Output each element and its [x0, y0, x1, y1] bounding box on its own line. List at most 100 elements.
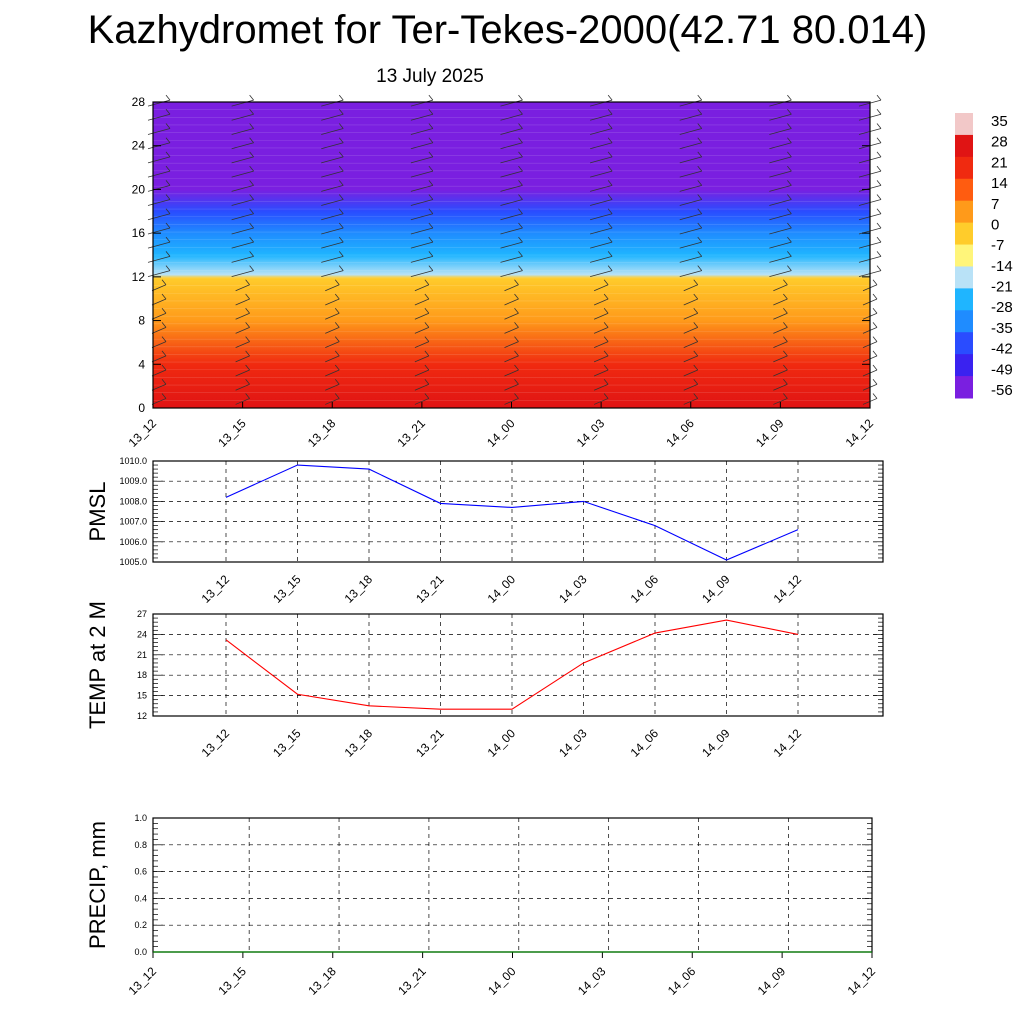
wind-barb	[500, 241, 523, 249]
y-tick-label: 24	[137, 629, 147, 639]
wind-barb-flag	[165, 165, 171, 172]
wind-barb-flag	[876, 94, 882, 101]
wind-barb	[410, 184, 433, 192]
wind-barb	[679, 113, 702, 121]
wind-barb-flag	[787, 194, 792, 200]
wind-barb-flag	[428, 137, 434, 143]
y-tick-label: 1005.0	[119, 557, 147, 567]
wind-barb-flag	[338, 180, 344, 186]
wind-barb	[683, 327, 698, 334]
x-tick-label: 13_18	[305, 416, 339, 450]
wind-barb-flag	[783, 364, 788, 371]
wind-barb-flag	[249, 222, 254, 229]
wind-barb	[590, 241, 613, 249]
colorbar-label: 7	[991, 196, 999, 213]
wind-barb	[500, 128, 523, 135]
x-tick-label: 13_18	[305, 964, 339, 998]
wind-barb-flag	[607, 180, 613, 186]
wind-barb-flag	[165, 222, 171, 229]
date-subtitle: 13 July 2025	[376, 66, 484, 87]
x-tick-label: 14_06	[628, 726, 662, 760]
colorbar-label: 14	[991, 175, 1008, 192]
wind-barb-flag	[334, 350, 340, 357]
wind-barb-flag	[338, 265, 344, 271]
wind-barb	[590, 213, 613, 221]
y-tick-label: 0.4	[134, 893, 147, 903]
wind-barb-flag	[603, 336, 609, 342]
wind-barb	[151, 369, 167, 377]
wind-barb-flag	[872, 378, 878, 385]
wind-barb-flag	[787, 137, 792, 143]
wind-barb-flag	[787, 222, 792, 229]
wind-barb	[769, 99, 792, 107]
wind-barb	[231, 270, 254, 277]
wind-barb-flag	[872, 350, 878, 357]
wind-barb-flag	[428, 94, 434, 101]
wind-barb-flag	[161, 307, 167, 314]
wind-barb-flag	[161, 336, 167, 342]
wind-barb-flag	[603, 350, 609, 357]
wind-barb-flag	[514, 279, 519, 286]
wind-barb	[231, 99, 254, 107]
colorbar-label: -42	[991, 341, 1013, 358]
wind-barb	[769, 213, 792, 221]
wind-barb	[325, 369, 340, 377]
wind-barb	[151, 355, 167, 363]
wind-barb	[769, 184, 792, 192]
wind-barb-flag	[783, 279, 788, 286]
y-tick-label: 21	[137, 650, 147, 660]
wind-barb-flag	[334, 307, 340, 314]
wind-barb-flag	[603, 393, 609, 399]
y-axis-title: PMSL	[85, 482, 110, 542]
wind-barb-flag	[165, 251, 171, 257]
wind-barb	[500, 255, 523, 263]
colorbar-swatch	[955, 222, 973, 246]
wind-barb-flag	[697, 265, 703, 271]
wind-barb	[679, 128, 702, 135]
wind-barb-flag	[428, 236, 434, 243]
wind-barb	[504, 312, 519, 320]
wind-barb-flag	[161, 364, 167, 371]
wind-barb	[321, 156, 344, 164]
wind-barb	[593, 355, 609, 363]
wind-barb	[769, 199, 792, 206]
wind-barb	[410, 99, 433, 107]
colorbar-label: -7	[991, 237, 1004, 254]
wind-barb	[151, 298, 167, 306]
wind-barb	[504, 369, 519, 377]
wind-barb	[321, 270, 344, 277]
wind-barb	[235, 298, 250, 306]
wind-barb-flag	[607, 137, 613, 143]
wind-barb	[147, 241, 171, 249]
wind-barb-flag	[338, 236, 344, 243]
wind-barb	[321, 170, 344, 178]
wind-barb	[410, 142, 433, 150]
wind-barb-flag	[876, 251, 882, 257]
wind-barb	[769, 170, 792, 178]
wind-barb	[500, 170, 523, 178]
wind-barb	[414, 383, 430, 391]
wind-barb-flag	[334, 336, 340, 342]
y-tick-label: 27	[137, 609, 147, 619]
wind-barb	[147, 213, 171, 221]
wind-barb	[679, 255, 702, 263]
colorbar-swatch	[955, 354, 973, 377]
wind-barb	[590, 227, 613, 235]
wind-barb	[773, 312, 788, 320]
wind-barb	[593, 312, 609, 320]
y-tick-label: 15	[137, 691, 147, 701]
x-tick-label: 13_21	[395, 964, 429, 998]
x-tick-label: 13_15	[215, 964, 249, 998]
wind-barb-flag	[876, 208, 882, 214]
wind-barb-flag	[693, 279, 699, 286]
wind-barb	[679, 213, 702, 221]
panel-frame	[152, 613, 884, 717]
pmsl-panel: 1005.0 1006.0 1007.0 1008.0 1009.0 1010.0 13_1…	[85, 456, 884, 606]
wind-barb	[325, 284, 340, 292]
wind-barb-flag	[787, 109, 792, 115]
wind-barb	[410, 199, 433, 206]
wind-barb-flag	[518, 151, 523, 158]
wind-barb-flag	[165, 151, 171, 158]
colorbar-swatch	[955, 156, 973, 180]
